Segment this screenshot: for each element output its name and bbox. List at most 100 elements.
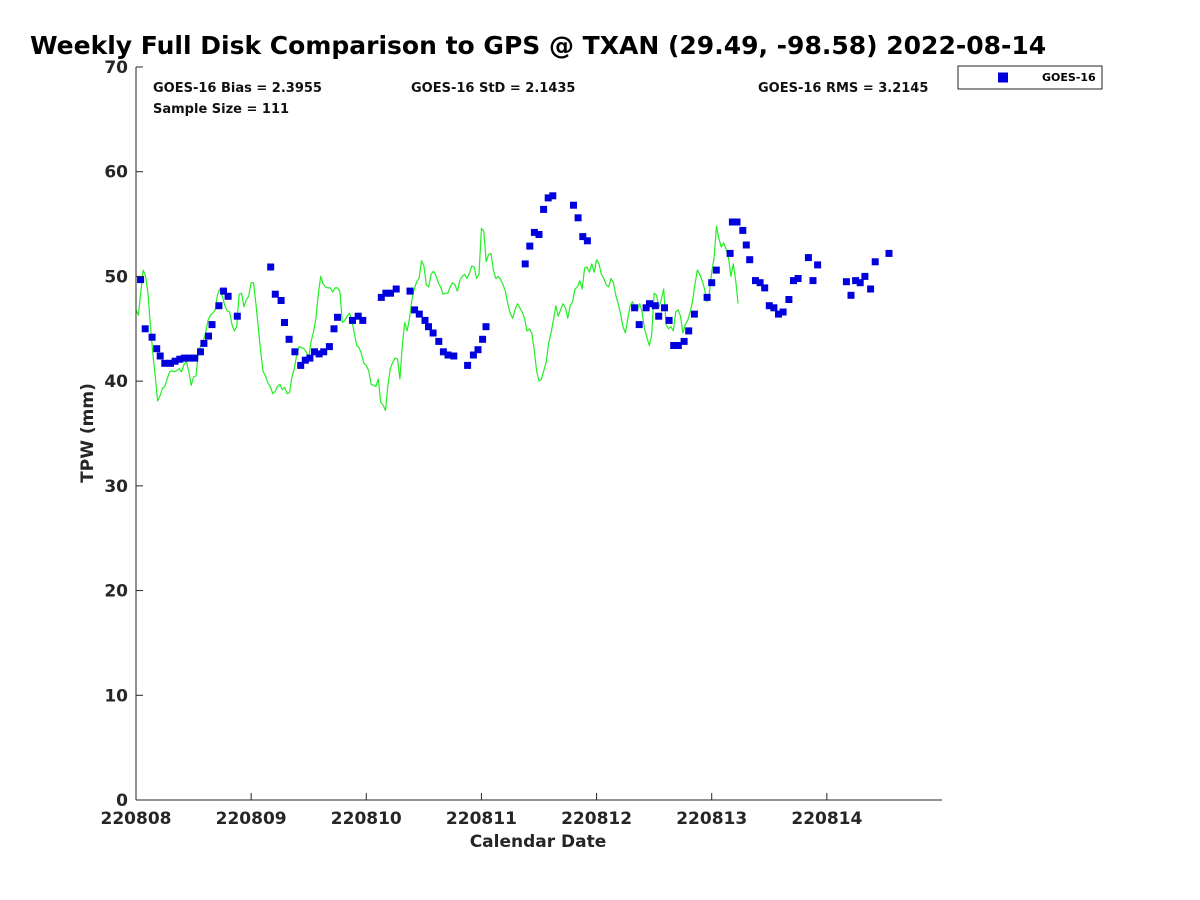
goes-16-point (685, 327, 693, 335)
goes-16-point (137, 276, 145, 284)
goes-16-point (224, 292, 232, 300)
goes-16-point (406, 287, 414, 295)
goes-16-point (311, 348, 318, 356)
x-axis-ticks: 220808 220809 220810 220811 220812 220813 2208… (101, 793, 863, 829)
goes-16-point (301, 356, 309, 364)
goes-16-point (444, 351, 452, 359)
goes-16-point (215, 302, 223, 310)
goes-16-point (191, 354, 199, 362)
goes-16-point (415, 310, 423, 318)
goes-16-point (651, 302, 659, 310)
stat-rms: GOES-16 RMS = 3.2145 (758, 81, 928, 96)
x-axis-label: Calendar Date (470, 832, 607, 852)
goes-16-point (359, 316, 367, 324)
goes-16-point (867, 285, 875, 293)
goes-16-point (320, 348, 328, 356)
stat-bias: GOES-16 Bias = 2.3955 (153, 81, 322, 96)
goes-16-point (180, 354, 188, 362)
goes-16-point (141, 325, 149, 333)
goes-16-point (153, 345, 161, 353)
goes-16-point (479, 335, 487, 343)
x-tick-label: 220814 (791, 809, 862, 829)
goes-16-point (770, 304, 778, 312)
goes-16-point (779, 308, 787, 316)
goes-16-point (752, 277, 759, 285)
goes-16-point (790, 277, 797, 285)
x-tick-label: 220809 (216, 809, 287, 829)
goes-16-point (526, 242, 534, 250)
goes-16-point (349, 316, 356, 324)
goes-16-point (325, 343, 333, 351)
goes-16-point (655, 312, 663, 320)
goes-16-point (570, 201, 577, 209)
goes-16-point (297, 361, 305, 369)
goes-16-marker-series (137, 192, 893, 369)
goes-16-point (474, 346, 482, 354)
goes-16-point (469, 351, 477, 359)
goes-16-point (794, 275, 802, 282)
goes-16-point (208, 321, 216, 329)
goes-16-point (161, 359, 169, 367)
goes-16-point (285, 335, 293, 343)
goes-16-point (439, 348, 447, 356)
goes-16-point (220, 287, 227, 295)
goes-16-point (354, 312, 362, 320)
goes-16-point (156, 352, 164, 360)
goes-16-point (205, 332, 212, 340)
goes-16-point (387, 289, 394, 297)
goes-16-point (804, 254, 812, 262)
goes-16-point (382, 289, 390, 297)
goes-16-point (330, 325, 338, 333)
goes-16-point (281, 319, 288, 326)
goes-16-point (728, 218, 736, 226)
goes-16-point (708, 279, 716, 287)
goes-16-point (579, 233, 587, 241)
stat-std: GOES-16 StD = 2.1435 (411, 81, 575, 96)
goes-16-point (703, 293, 711, 301)
goes-16-point (761, 284, 769, 292)
goes-16-point (814, 261, 822, 269)
goes-16-point (665, 316, 673, 324)
goes-16-point (635, 321, 643, 329)
goes-16-point (392, 285, 400, 293)
goes-16-point (785, 296, 793, 303)
legend-box (957, 65, 1103, 90)
goes-16-point (530, 228, 538, 236)
goes-16-point (148, 333, 156, 341)
goes-16-point (809, 277, 817, 285)
x-tick-label: 220808 (101, 809, 172, 829)
legend-label-goes-16: GOES-16 (1042, 71, 1096, 84)
goes-16-point (765, 302, 773, 310)
goes-16-point (464, 361, 472, 369)
goes-16-point (646, 300, 653, 308)
goes-16-point (306, 354, 314, 362)
goes-16-point (535, 231, 543, 238)
y-tick-label: 40 (104, 372, 128, 392)
goes-16-point (377, 293, 385, 301)
goes-16-point (661, 304, 668, 312)
goes-16-point (583, 237, 591, 245)
goes-16-point (421, 316, 429, 324)
y-tick-label: 0 (116, 791, 128, 811)
goes-16-point (861, 272, 869, 280)
goes-16-point (670, 342, 678, 349)
goes-16-point (742, 241, 750, 249)
goes-16-point (521, 260, 529, 268)
goes-16-point (450, 352, 458, 360)
goes-16-point (435, 337, 443, 345)
goes-16-point (482, 323, 490, 331)
y-axis-label: TPW (mm) (78, 383, 98, 483)
goes-16-point (775, 310, 782, 318)
goes-16-point (631, 304, 639, 312)
x-tick-label: 220813 (676, 809, 747, 829)
x-tick-label: 220812 (561, 809, 632, 829)
goes-16-point (544, 194, 552, 202)
goes-16-point (674, 342, 682, 349)
y-tick-label: 70 (104, 58, 128, 78)
goes-16-point (200, 339, 208, 347)
goes-16-point (574, 214, 582, 222)
goes-16-point (291, 348, 299, 356)
goes-16-point (277, 297, 285, 304)
goes-16-point (690, 310, 698, 318)
